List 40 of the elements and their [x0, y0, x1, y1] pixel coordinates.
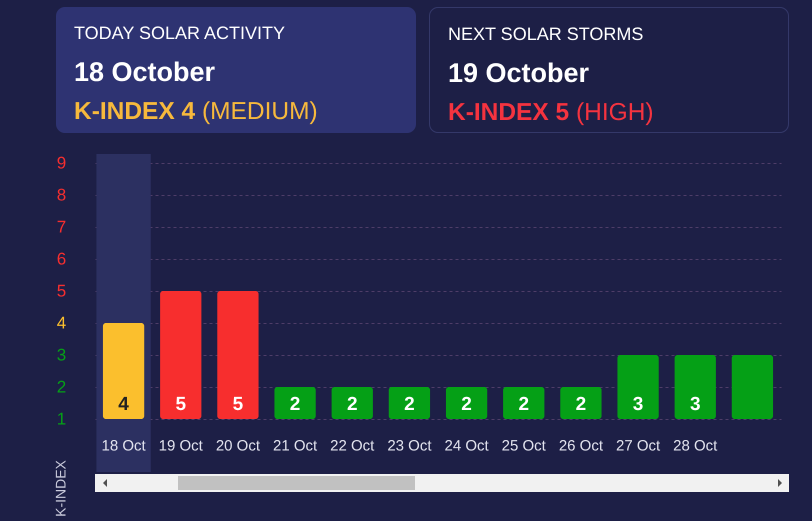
x-tick-label: 22 Oct — [330, 438, 376, 454]
x-tick-label: 20 Oct — [216, 438, 261, 454]
x-tick-label: 21 Oct — [272, 438, 318, 454]
text: 18 October — [74, 57, 216, 87]
data-label: 2 — [404, 394, 415, 415]
data-label: 2 — [346, 394, 358, 415]
text: (MEDIUM) — [200, 98, 318, 125]
text: K-INDEX 4 — [74, 98, 196, 125]
y-tick-label: 8 — [56, 186, 66, 204]
y-tick-label: 1 — [56, 410, 66, 428]
text: (HIGH) — [574, 99, 654, 126]
text: 19 October — [448, 58, 590, 88]
data-label: 2 — [290, 394, 300, 415]
text: NEXT SOLAR STORMS — [448, 24, 644, 44]
data-label: 2 — [576, 394, 586, 415]
y-tick-label: 7 — [56, 218, 66, 236]
x-tick-label: 27 Oct — [616, 438, 662, 454]
data-label: 5 — [232, 394, 244, 415]
text: K-INDEX 5 — [448, 99, 570, 126]
y-axis-title: K-INDEX — [52, 459, 68, 517]
x-tick-label: 24 Oct — [444, 438, 490, 454]
x-tick-label: 25 Oct — [502, 438, 547, 454]
x-tick-label: 19 Oct — [158, 438, 204, 454]
data-label: 2 — [461, 394, 472, 415]
y-tick-label: 3 — [56, 346, 66, 364]
data-label: 5 — [175, 394, 186, 415]
x-tick-label: 18 Oct — [101, 438, 147, 454]
data-label: 3 — [632, 394, 644, 415]
data-label: 4 — [118, 394, 130, 415]
data-label: 3 — [690, 394, 701, 415]
data-label: 2 — [518, 394, 530, 415]
text: TODAY SOLAR ACTIVITY — [74, 23, 286, 43]
y-tick-label: 6 — [56, 250, 66, 268]
y-tick-label: 4 — [56, 314, 66, 332]
y-tick-label: 5 — [56, 282, 66, 300]
y-tick-label: 9 — [56, 154, 66, 172]
x-tick-label: 23 Oct — [387, 438, 432, 454]
y-tick-label: 2 — [56, 378, 66, 396]
x-tick-label: 26 Oct — [558, 438, 604, 454]
x-tick-label: 28 Oct — [673, 438, 718, 454]
